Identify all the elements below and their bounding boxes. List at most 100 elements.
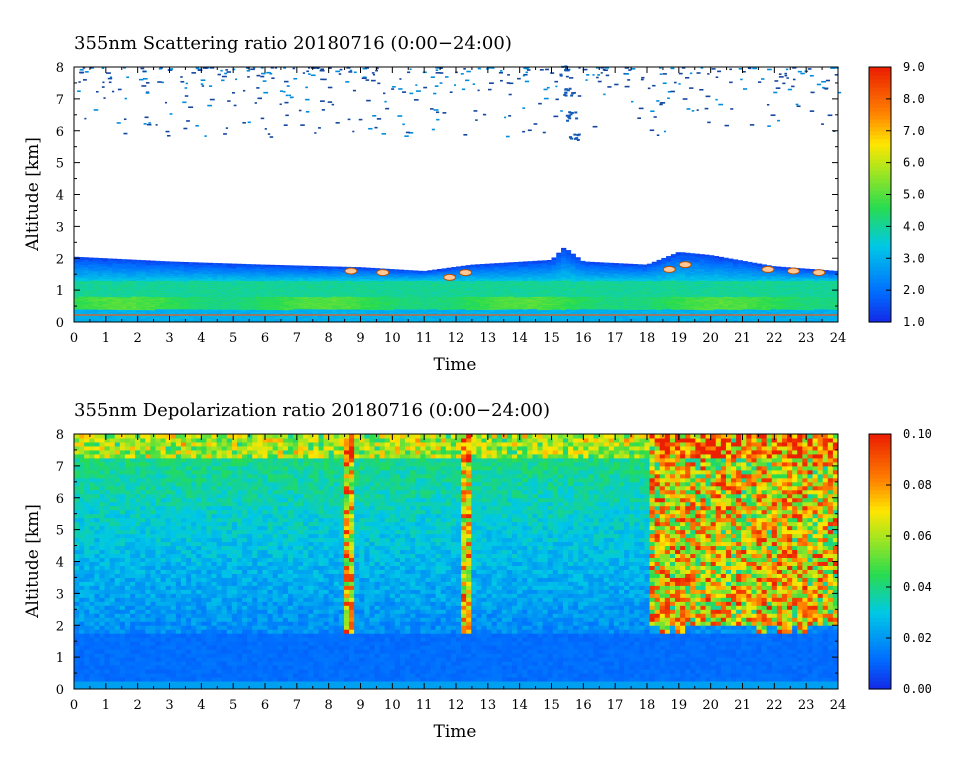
heatmap-cell — [432, 316, 438, 319]
heatmap-cell — [279, 284, 285, 287]
heatmap-cell — [217, 270, 223, 273]
heatmap-cell — [88, 297, 94, 299]
heatmap-cell — [222, 293, 228, 296]
heatmap-cell — [403, 295, 409, 298]
heatmap-cell — [307, 306, 314, 308]
heatmap-cell — [393, 280, 400, 283]
heatmap-cell — [164, 287, 170, 290]
heatmap-cell — [393, 270, 400, 272]
heatmap-cell — [107, 265, 113, 268]
heatmap-cell — [370, 279, 376, 282]
heatmap-cell — [460, 319, 467, 321]
heatmap-cell — [451, 295, 457, 297]
heatmap-cell — [370, 294, 376, 297]
heatmap-cell — [140, 309, 147, 312]
heatmap-cell — [121, 308, 128, 310]
heatmap-cell — [293, 266, 299, 268]
heatmap-cell — [460, 313, 467, 316]
heatmap-cell — [327, 281, 333, 283]
heatmap-cell — [159, 300, 166, 303]
heatmap-cell — [336, 310, 342, 313]
heatmap-cell — [269, 283, 276, 286]
heatmap-cell — [169, 302, 175, 305]
heatmap-cell — [145, 312, 151, 315]
heatmap-cell — [222, 312, 228, 314]
heatmap-cell — [169, 319, 175, 322]
heatmap-cell — [408, 290, 414, 292]
heatmap-cell — [145, 279, 151, 282]
heatmap-cell — [212, 310, 218, 312]
heatmap-cell — [307, 305, 314, 307]
heatmap-cell — [427, 290, 433, 292]
heatmap-cell — [274, 317, 280, 319]
heatmap-cell — [446, 281, 452, 283]
heatmap-cell — [155, 314, 161, 317]
heatmap-cell — [355, 275, 361, 277]
heatmap-cell — [188, 267, 194, 269]
heatmap-cell — [155, 316, 161, 319]
heatmap-cell — [384, 295, 390, 297]
heatmap-cell — [131, 274, 137, 276]
heatmap-cell — [145, 299, 151, 301]
heatmap-cell — [389, 289, 395, 291]
heatmap-cell — [427, 306, 433, 308]
heatmap-cell — [155, 311, 161, 314]
heatmap-cell — [207, 269, 213, 272]
heatmap-cell — [374, 305, 381, 308]
heatmap-cell — [88, 319, 94, 322]
heatmap-cell — [451, 300, 457, 302]
heatmap-cell — [279, 309, 285, 312]
heatmap-cell — [212, 301, 218, 303]
heatmap-cell — [307, 277, 314, 279]
heatmap-cell — [150, 279, 156, 281]
heatmap-cell — [174, 289, 180, 292]
heatmap-cell — [441, 291, 447, 293]
heatmap-cell — [159, 304, 166, 307]
heatmap-cell — [298, 320, 304, 322]
heatmap-cell — [422, 308, 428, 310]
heatmap-cell — [126, 263, 132, 266]
heatmap-cell — [303, 316, 309, 318]
heatmap-cell — [255, 268, 261, 270]
heatmap-cell — [288, 311, 295, 314]
heatmap-cell — [74, 292, 80, 295]
heatmap-cell — [360, 270, 366, 272]
heatmap-cell — [389, 281, 395, 283]
heatmap-cell — [207, 309, 213, 311]
heatmap-cell — [341, 282, 347, 284]
heatmap-cell — [174, 292, 180, 295]
heatmap-cell — [379, 301, 385, 303]
heatmap-cell — [307, 266, 314, 269]
heatmap-cell — [451, 318, 457, 320]
heatmap-cell — [284, 320, 290, 322]
heatmap-cell — [341, 266, 347, 269]
heatmap-cell — [279, 279, 285, 281]
heatmap-cell — [260, 269, 266, 271]
heatmap-cell — [169, 314, 175, 317]
heatmap-cell — [226, 281, 233, 284]
heatmap-cell — [250, 280, 256, 283]
heatmap-cell — [389, 292, 395, 295]
heatmap-cell — [231, 271, 237, 273]
heatmap-cell — [97, 264, 104, 266]
heatmap-cell — [365, 277, 371, 279]
heatmap-cell — [403, 316, 409, 319]
heatmap-cell — [83, 318, 89, 321]
heatmap-cell — [384, 316, 390, 319]
heatmap-cell — [202, 302, 209, 304]
heatmap-cell — [436, 320, 443, 322]
heatmap-cell — [198, 312, 204, 314]
heatmap-cell — [312, 293, 319, 296]
heatmap-cell — [93, 295, 99, 297]
heatmap-cell — [441, 310, 447, 312]
heatmap-cell — [260, 292, 266, 294]
heatmap-cell — [188, 266, 194, 268]
heatmap-cell — [456, 301, 462, 304]
heatmap-cell — [126, 265, 132, 268]
heatmap-cell — [217, 289, 223, 292]
heatmap-cell — [274, 284, 280, 287]
heatmap-cell — [341, 299, 347, 302]
heatmap-cell — [336, 305, 342, 307]
heatmap-cell — [298, 268, 304, 270]
heatmap-cell — [417, 294, 424, 297]
